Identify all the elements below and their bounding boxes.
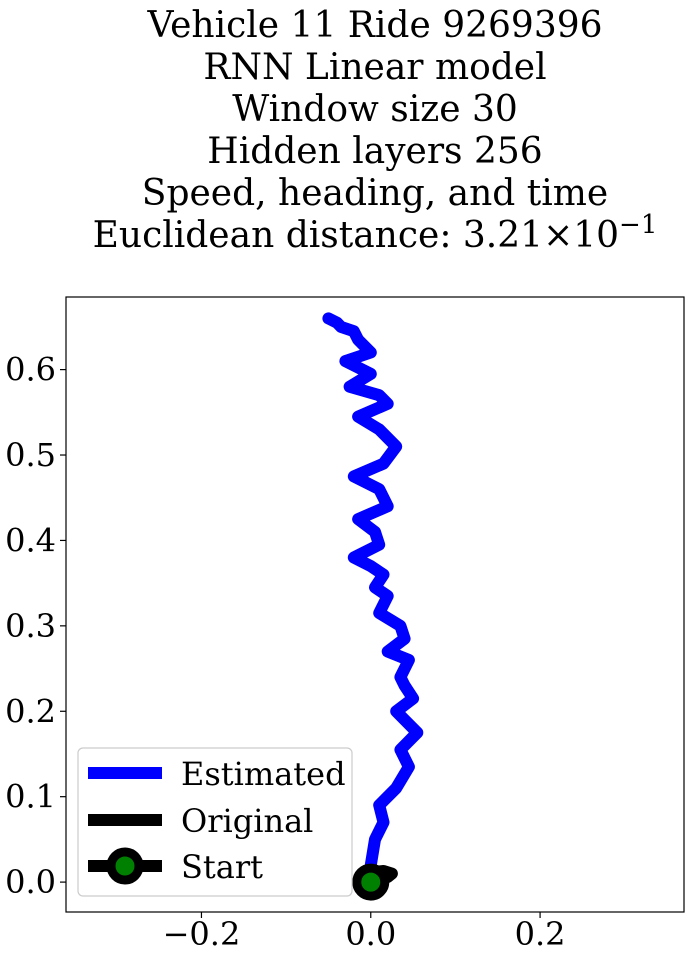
y-tick-label: 0.2 [5,692,56,730]
legend-original-label: Original [181,802,313,840]
y-tick-label: 0.4 [5,521,56,559]
title-line-6: Euclidean distance: 3.21×10−1 [93,210,658,256]
title-line-3: Window size 30 [232,89,518,130]
x-tick-label: −0.2 [163,915,241,953]
plot-area [322,312,424,901]
metric-exponent: −1 [619,210,657,240]
title-line-1: Vehicle 11 Ride 9269396 [146,5,602,46]
title-line-5: Speed, heading, and time [142,173,608,214]
series-estimated-line [322,312,424,871]
y-tick-label: 0.1 [5,778,56,816]
chart-title: Vehicle 11 Ride 9269396 RNN Linear model… [93,5,658,256]
legend-start-marker [106,847,144,885]
metric-base: 10 [573,215,619,256]
metric-mantissa: 3.21 [463,215,543,256]
title-line-2: RNN Linear model [203,47,546,88]
metric-times: × [543,215,573,256]
y-tick-label: 0.5 [5,436,56,474]
x-tick-label: 0.0 [345,915,396,953]
x-tick-label: 0.2 [515,915,566,953]
y-tick-label: 0.6 [5,351,56,389]
y-tick-label: 0.3 [5,607,56,645]
title-line-4: Hidden layers 256 [207,131,542,172]
plot-frame [65,296,685,913]
axis-ticks: −0.2 0.0 0.2 0.0 0.1 0.2 0.3 0.4 0.5 0.6 [5,351,565,953]
start-point-marker [352,863,390,901]
y-tick-label: 0.0 [5,863,56,901]
legend: Estimated Original Start [77,747,353,897]
legend-estimated-label: Estimated [181,755,346,793]
legend-box [77,747,353,897]
legend-start-label: Start [181,848,263,886]
metric-label: Euclidean distance: [93,215,463,256]
